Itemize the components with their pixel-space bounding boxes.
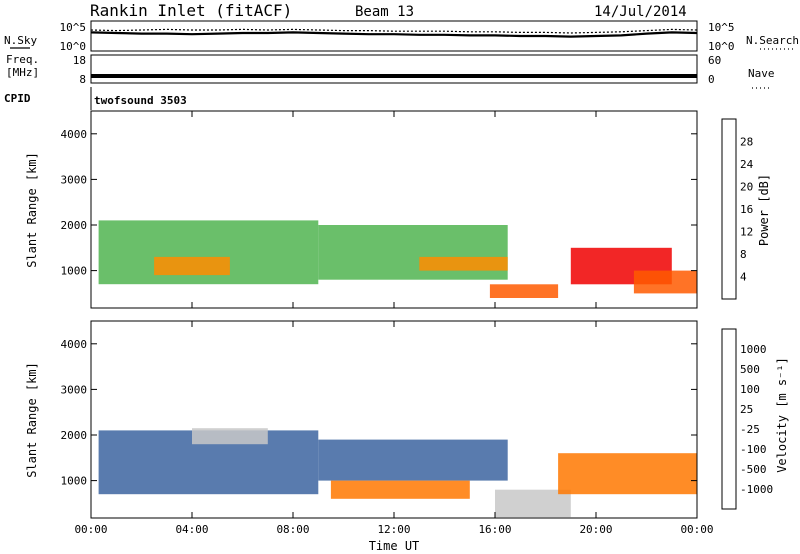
- colorbar-tick-2: 12: [740, 226, 753, 239]
- frequency-panel: Freq. [MHz] 18 8 60 0 Nave: [6, 53, 775, 89]
- freq-ytick-bottom: 8: [79, 73, 86, 86]
- ytick-label-3: 4000: [61, 338, 88, 351]
- ytick-label-1: 2000: [61, 429, 88, 442]
- noise-panel: N.Sky 10^5 10^0 10^5 10^0 N.Search: [4, 20, 799, 53]
- echo-region-2: [318, 439, 508, 481]
- colorbar-tick-6: 28: [740, 136, 753, 149]
- ytick-label-1: 2000: [61, 219, 88, 232]
- colorbar-tick-6: -500: [740, 463, 767, 476]
- freq-ytick-top: 18: [73, 54, 86, 67]
- xtick-label-2: 08:00: [276, 523, 309, 536]
- beam-label: Beam 13: [355, 4, 414, 20]
- xtick-label-5: 20:00: [579, 523, 612, 536]
- xtick-label-6: 00:00: [680, 523, 713, 536]
- colorbar-frame: [721, 328, 737, 510]
- nave-ytick-bottom: 0: [708, 73, 715, 86]
- noise-right-label: N.Search: [746, 34, 799, 47]
- colorbar-tick-3: 25: [740, 403, 753, 416]
- power-colorbar-label: Power [dB]: [757, 174, 771, 246]
- cpid-label: CPID: [4, 92, 31, 105]
- velocity-colorbar-label: Velocity [m s⁻¹]: [775, 357, 789, 473]
- cpid-row: CPID twofsound 3503: [4, 87, 187, 110]
- power-ylabel: Slant Range [km]: [25, 152, 39, 268]
- colorbar-tick-0: 1000: [740, 343, 767, 356]
- velocity-cells: [98, 428, 697, 518]
- echo-region-6: [154, 256, 230, 276]
- colorbar-tick-0: 4: [740, 271, 747, 284]
- colorbar-tick-2: 100: [740, 383, 760, 396]
- echo-region-2: [419, 256, 508, 271]
- echo-region-4: [495, 489, 571, 518]
- ytick-label-0: 1000: [61, 265, 88, 278]
- noise-left-label: N.Sky: [4, 34, 37, 47]
- colorbar-tick-4: 20: [740, 181, 753, 194]
- noise-ytick-right-bottom: 10^0: [708, 40, 735, 53]
- colorbar-tick-5: 24: [740, 158, 754, 171]
- colorbar-frame: [721, 118, 737, 300]
- echo-region-3: [330, 480, 470, 499]
- nave-label: Nave: [748, 67, 775, 80]
- noise-ytick-top: 10^5: [60, 21, 87, 34]
- colorbar-tick-4: -25: [740, 423, 760, 436]
- noise-series-nsearch: [90, 28, 698, 34]
- noise-series-nsky: [90, 31, 698, 38]
- xtick-label-1: 04:00: [175, 523, 208, 536]
- xtick-label-0: 00:00: [74, 523, 107, 536]
- colorbar-tick-1: 500: [740, 363, 760, 376]
- date-label: 14/Jul/2014: [594, 4, 687, 20]
- echo-region-5: [558, 453, 697, 495]
- ytick-label-2: 3000: [61, 173, 88, 186]
- colorbar-tick-7: -1000: [740, 483, 773, 496]
- power-cells: [98, 220, 697, 298]
- cpid-value: twofsound 3503: [94, 94, 187, 107]
- colorbar-tick-1: 8: [740, 248, 747, 261]
- velocity-ylabel: Slant Range [km]: [25, 362, 39, 478]
- power-panel: 1000 2000 3000 4000 Slant Range [km] 4 8 12 16…: [25, 110, 771, 309]
- xtick-label-4: 16:00: [478, 523, 511, 536]
- noise-ytick-right-top: 10^5: [708, 21, 735, 34]
- xtick-label-3: 12:00: [377, 523, 410, 536]
- ytick-label-2: 3000: [61, 383, 88, 396]
- colorbar-tick-3: 16: [740, 203, 753, 216]
- station-title: Rankin Inlet (fitACF): [90, 1, 292, 20]
- nave-ytick-top: 60: [708, 54, 721, 67]
- echo-region-3: [489, 284, 559, 298]
- freq-left-label-2: [MHz]: [6, 66, 39, 79]
- echo-region-5: [633, 270, 697, 294]
- velocity-panel: 1000 2000 3000 4000 00:00 04:00 08:00 12:00 16:0…: [25, 320, 789, 553]
- noise-ytick-bottom: 10^0: [60, 40, 87, 53]
- freq-left-label-1: Freq.: [6, 53, 39, 66]
- echo-region-1: [318, 225, 508, 280]
- xaxis-label: Time UT: [369, 539, 420, 553]
- ytick-label-3: 4000: [61, 128, 88, 141]
- ytick-label-0: 1000: [61, 475, 88, 488]
- echo-region-1: [192, 428, 268, 445]
- colorbar-tick-5: -100: [740, 443, 767, 456]
